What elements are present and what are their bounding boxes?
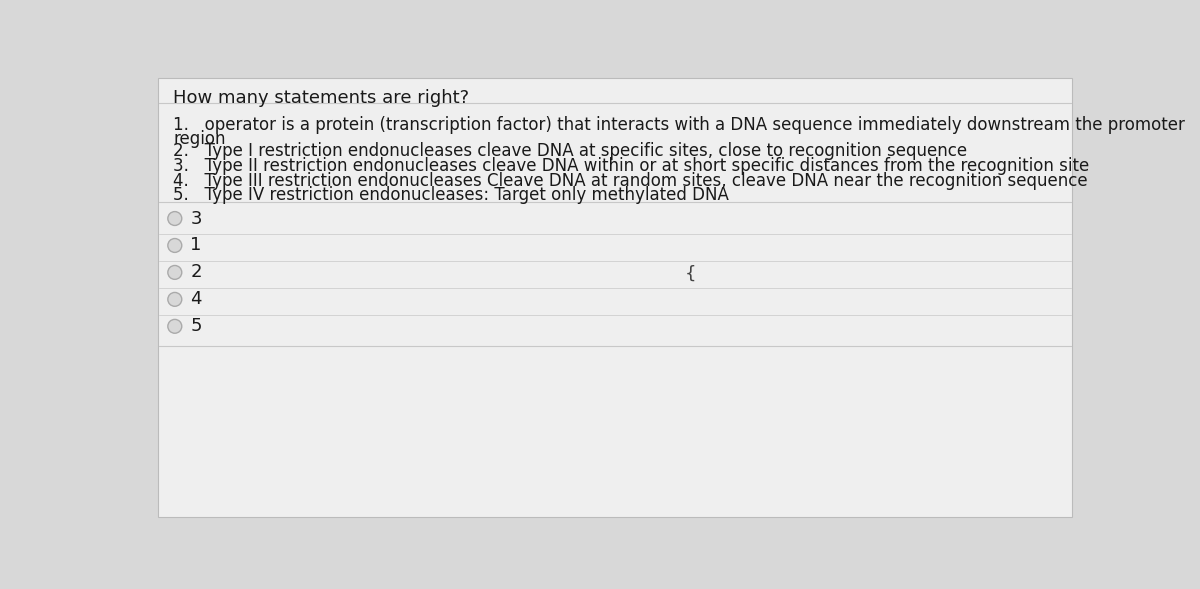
Text: 3: 3 xyxy=(191,210,202,227)
Circle shape xyxy=(168,293,181,306)
Text: {: { xyxy=(685,265,696,283)
Text: 4: 4 xyxy=(191,290,202,309)
Circle shape xyxy=(168,239,181,253)
Text: How many statements are right?: How many statements are right? xyxy=(173,89,469,107)
Text: 5: 5 xyxy=(191,317,202,335)
Text: 4.   Type III restriction endonucleases Cleave DNA at random sites, cleave DNA n: 4. Type III restriction endonucleases Cl… xyxy=(173,171,1088,190)
Circle shape xyxy=(168,266,181,279)
Circle shape xyxy=(168,211,181,226)
Text: 1: 1 xyxy=(191,236,202,254)
FancyBboxPatch shape xyxy=(157,78,1073,517)
Text: 5.   Type IV restriction endonucleases: Target only methylated DNA: 5. Type IV restriction endonucleases: Ta… xyxy=(173,186,730,204)
Text: region: region xyxy=(173,130,226,148)
Text: 1.   operator is a protein (transcription factor) that interacts with a DNA sequ: 1. operator is a protein (transcription … xyxy=(173,116,1186,134)
Text: 2.   Type I restriction endonucleases cleave DNA at specific sites, close to rec: 2. Type I restriction endonucleases clea… xyxy=(173,143,967,160)
Text: 3.   Type II restriction endonucleases cleave DNA within or at short specific di: 3. Type II restriction endonucleases cle… xyxy=(173,157,1090,175)
Text: 2: 2 xyxy=(191,263,202,282)
Circle shape xyxy=(168,319,181,333)
